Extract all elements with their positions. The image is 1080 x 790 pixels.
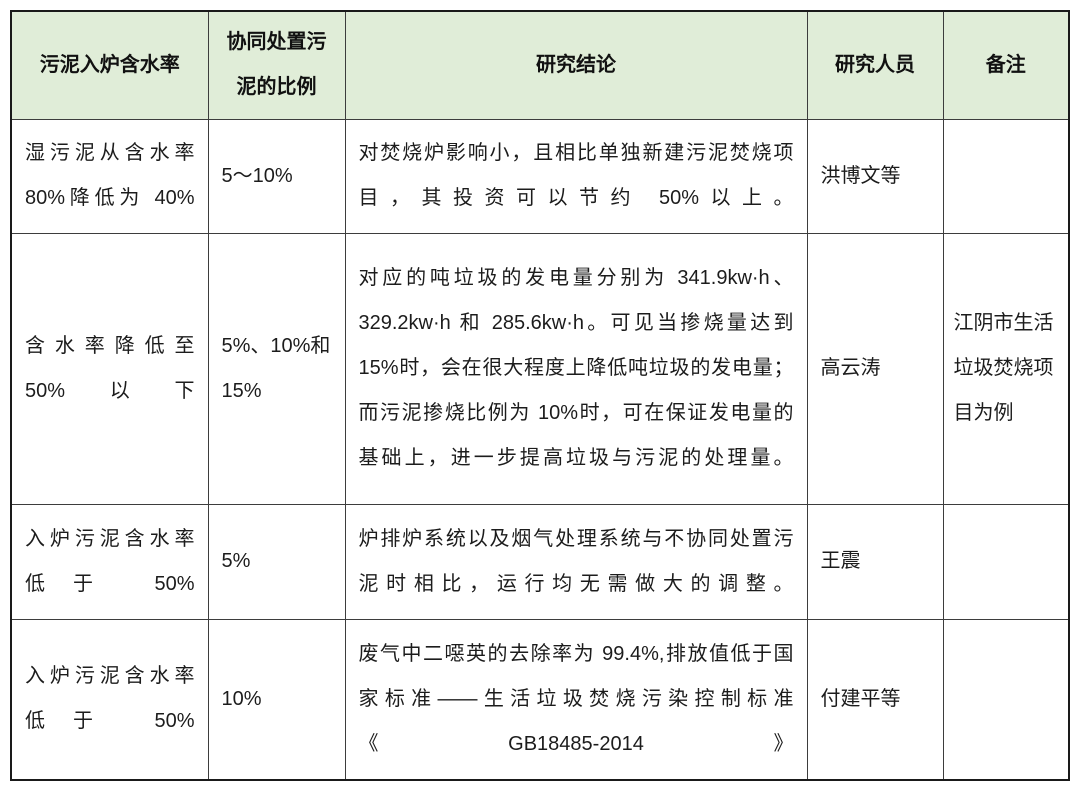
cell-remark [942,503,1070,620]
header-cell-moisture: 污泥入炉含水率 [10,10,209,120]
cell-moisture: 入炉污泥含水率 低于 50% [10,503,209,620]
cell-conclusion: 对应的吨垃圾的发电量分别为 341.9kw·h、 329.2kw·h 和 285… [344,232,808,505]
sludge-research-table: 污泥入炉含水率 协同处置污泥的比例 研究结论 研究人员 备注 湿污泥从含水率 8… [10,10,1070,781]
cell-ratio: 10% [207,618,346,781]
cell-conclusion: 废气中二噁英的去除率为 99.4%,排放值低于国 家标准——生活垃圾焚烧污染控制… [344,618,808,781]
cell-ratio: 5% [207,503,346,620]
header-cell-conclusion: 研究结论 [344,10,808,120]
table-row: 入炉污泥含水率 低于 50% 5% 炉排炉系统以及烟气处理系统与不协同处置污 泥… [10,503,1070,620]
table-row: 含水率降低至 50%以下 5%、10%和 15% 对应的吨垃圾的发电量分别为 3… [10,232,1070,505]
cell-ratio: 5%、10%和 15% [207,232,346,505]
cell-researcher: 高云涛 [806,232,944,505]
cell-conclusion: 对焚烧炉影响小，且相比单独新建污泥焚烧项 目，其投资可以节约 50%以上。 [344,118,808,234]
header-row: 污泥入炉含水率 协同处置污泥的比例 研究结论 研究人员 备注 [10,10,1070,120]
cell-ratio: 5～10% [207,118,346,234]
cell-moisture: 入炉污泥含水率 低于 50% [10,618,209,781]
cell-moisture: 湿污泥从含水率 80%降低为 40% [10,118,209,234]
cell-remark [942,118,1070,234]
cell-researcher: 洪博文等 [806,118,944,234]
cell-conclusion: 炉排炉系统以及烟气处理系统与不协同处置污 泥时相比，运行均无需做大的调整。 [344,503,808,620]
cell-moisture: 含水率降低至 50%以下 [10,232,209,505]
cell-remark [942,618,1070,781]
cell-remark: 江阴市生活 垃圾焚烧项 目为例 [942,232,1070,505]
header-cell-remark: 备注 [942,10,1070,120]
cell-researcher: 王震 [806,503,944,620]
header-cell-ratio: 协同处置污泥的比例 [207,10,346,120]
table-row: 入炉污泥含水率 低于 50% 10% 废气中二噁英的去除率为 99.4%,排放值… [10,618,1070,781]
header-cell-researcher: 研究人员 [806,10,944,120]
cell-researcher: 付建平等 [806,618,944,781]
table-row: 湿污泥从含水率 80%降低为 40% 5～10% 对焚烧炉影响小，且相比单独新建… [10,118,1070,234]
